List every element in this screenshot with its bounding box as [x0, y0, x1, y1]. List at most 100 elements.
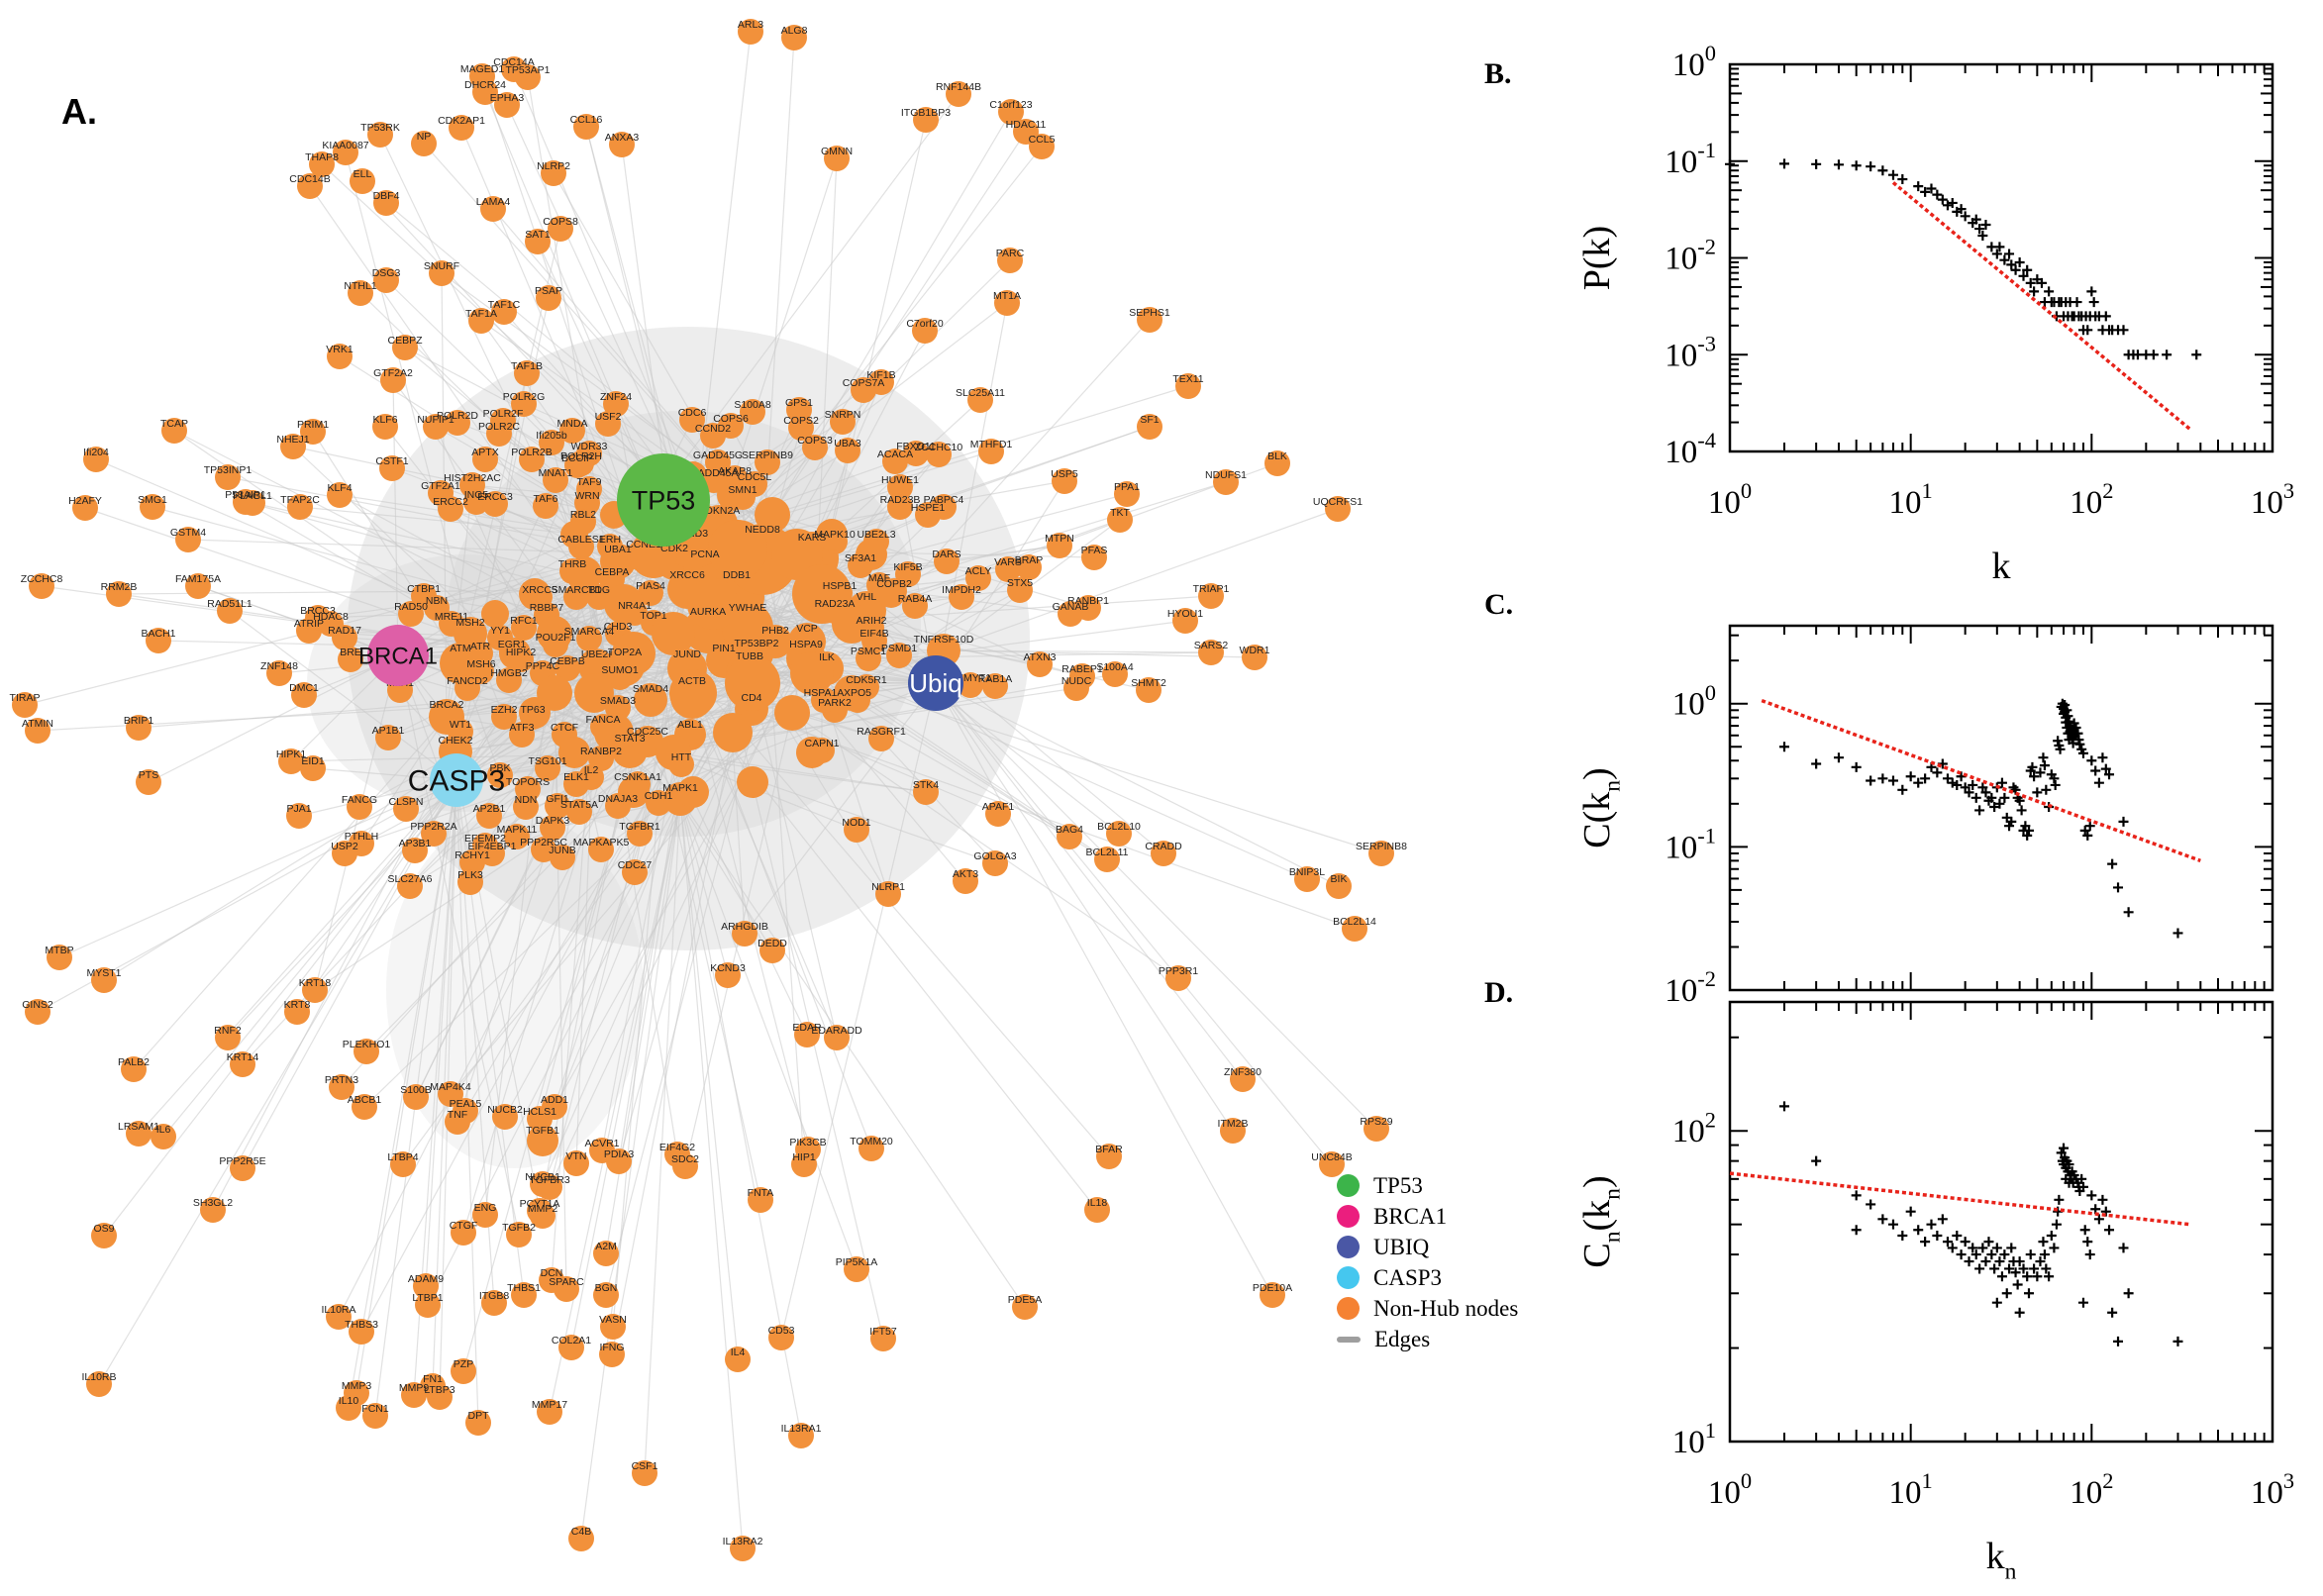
- node-label: CCL16: [570, 114, 603, 126]
- node-label: BCCIP: [561, 452, 593, 464]
- non-hub-node: [875, 881, 901, 907]
- non-hub-node: [513, 794, 539, 820]
- node-label: PPP2R5C: [520, 837, 567, 848]
- non-hub-node: [300, 419, 326, 445]
- panel-label-d: D.: [1484, 976, 1514, 1009]
- node-label: A2M: [595, 1241, 617, 1252]
- non-hub-node: [732, 921, 758, 947]
- non-hub-node: [997, 248, 1023, 273]
- node-label: IL10: [339, 1395, 359, 1407]
- non-hub-node: [618, 776, 650, 808]
- node-label: TAF1C: [488, 299, 521, 311]
- legend-label: Edges: [1374, 1326, 1431, 1351]
- node-label: SMN1: [728, 484, 757, 496]
- non-hub-node: [541, 160, 566, 186]
- node-label: BACH1: [141, 628, 175, 640]
- non-hub-node: [121, 1056, 147, 1082]
- non-hub-node: [566, 799, 592, 825]
- node-label: CDC14A: [493, 56, 534, 68]
- node-label: DSG3: [372, 267, 401, 279]
- non-hub-node: [200, 1197, 226, 1223]
- node-label: TP53AP1: [506, 64, 551, 76]
- non-hub-node: [542, 1094, 567, 1120]
- node-label: SMG1: [138, 494, 167, 506]
- node-label: LAMA4: [476, 196, 511, 208]
- non-hub-node: [652, 612, 695, 655]
- node-label: KRT14: [227, 1051, 259, 1063]
- scatter-points: [1778, 698, 2183, 939]
- non-hub-node: [958, 672, 983, 698]
- non-hub-node: [563, 1150, 589, 1176]
- network-edge: [348, 779, 457, 1409]
- node-label: VTN: [566, 1150, 587, 1162]
- node-label: IL10RA: [321, 1304, 355, 1316]
- hub-node-casp3: [430, 753, 483, 807]
- non-hub-node: [998, 99, 1024, 125]
- node-label: CAPN1: [804, 738, 839, 749]
- network-edge: [245, 501, 625, 605]
- plot-frame: [1728, 62, 2274, 453]
- y-axis-label: P(k): [1576, 226, 1618, 290]
- non-hub-node: [445, 1109, 470, 1135]
- non-hub-node: [291, 682, 317, 708]
- network-edge: [296, 779, 457, 1013]
- plot-frame: [1728, 1000, 2274, 1444]
- node-label: PARC: [996, 248, 1025, 259]
- legend-label: BRCA1: [1373, 1203, 1448, 1229]
- x-axis-label: k: [1992, 546, 2011, 587]
- node-label: RAD51L1: [207, 598, 252, 610]
- non-hub-node: [479, 841, 505, 866]
- non-hub-node: [593, 1241, 619, 1266]
- network-edge: [397, 546, 582, 656]
- tick-label: 103: [2251, 1468, 2294, 1511]
- node-label: HYOU1: [1167, 608, 1203, 620]
- non-hub-node: [748, 1187, 773, 1213]
- non-hub-node: [266, 660, 292, 686]
- non-hub-node: [429, 260, 454, 286]
- non-hub-node: [725, 1347, 751, 1372]
- network-edge: [826, 620, 1186, 669]
- node-label: SH3GL2: [193, 1197, 233, 1209]
- non-hub-node: [403, 1084, 429, 1110]
- non-hub-node: [568, 1526, 594, 1551]
- y-axis-label: C(kn): [1576, 767, 1626, 848]
- node-label: PEA15: [450, 1098, 482, 1110]
- non-hub-node: [230, 1051, 255, 1077]
- node-label: BRIP1: [124, 715, 154, 727]
- node-label: SUMO1: [601, 664, 639, 676]
- node-label: HSPE1: [911, 502, 946, 514]
- node-label: SNURF: [424, 260, 459, 272]
- non-hub-node: [1137, 414, 1162, 440]
- node-label: PJA1: [286, 803, 311, 815]
- node-label: WT1: [450, 719, 471, 731]
- node-label: CDC27: [618, 859, 653, 871]
- node-label: TP53RK: [360, 122, 400, 134]
- non-hub-node: [1326, 873, 1352, 899]
- non-hub-node: [506, 1222, 532, 1247]
- node-label: POLR2G: [503, 391, 546, 403]
- node-label: ENG: [474, 1202, 497, 1214]
- non-hub-node: [1260, 1282, 1285, 1308]
- non-hub-node: [1294, 866, 1320, 892]
- network-edge: [58, 779, 457, 958]
- node-label: EDARADD: [811, 1025, 862, 1037]
- panel-D: 102 101 100 101 102 103 Cn(kn) kn: [1576, 1000, 2294, 1585]
- non-hub-node: [543, 467, 568, 493]
- node-label: MT1A: [993, 290, 1021, 302]
- node-label: PZP: [454, 1358, 473, 1370]
- non-hub-node: [375, 725, 401, 750]
- network-edge: [679, 798, 729, 976]
- non-hub-node: [25, 718, 50, 744]
- legend-item-ubiq: UBIQ: [1337, 1232, 1518, 1262]
- non-hub-node: [768, 1325, 794, 1350]
- network-edge: [686, 667, 1110, 1157]
- node-label: EIF4B: [859, 628, 888, 640]
- node-label: ELK1: [563, 771, 589, 783]
- non-hub-node: [982, 850, 1008, 876]
- node-label: ZNF148: [260, 660, 298, 672]
- node-label: NTHL1: [344, 280, 376, 292]
- non-hub-node: [537, 616, 572, 651]
- network-edge: [197, 585, 399, 656]
- non-hub-node: [788, 1423, 814, 1448]
- node-label: MYST1: [86, 967, 121, 979]
